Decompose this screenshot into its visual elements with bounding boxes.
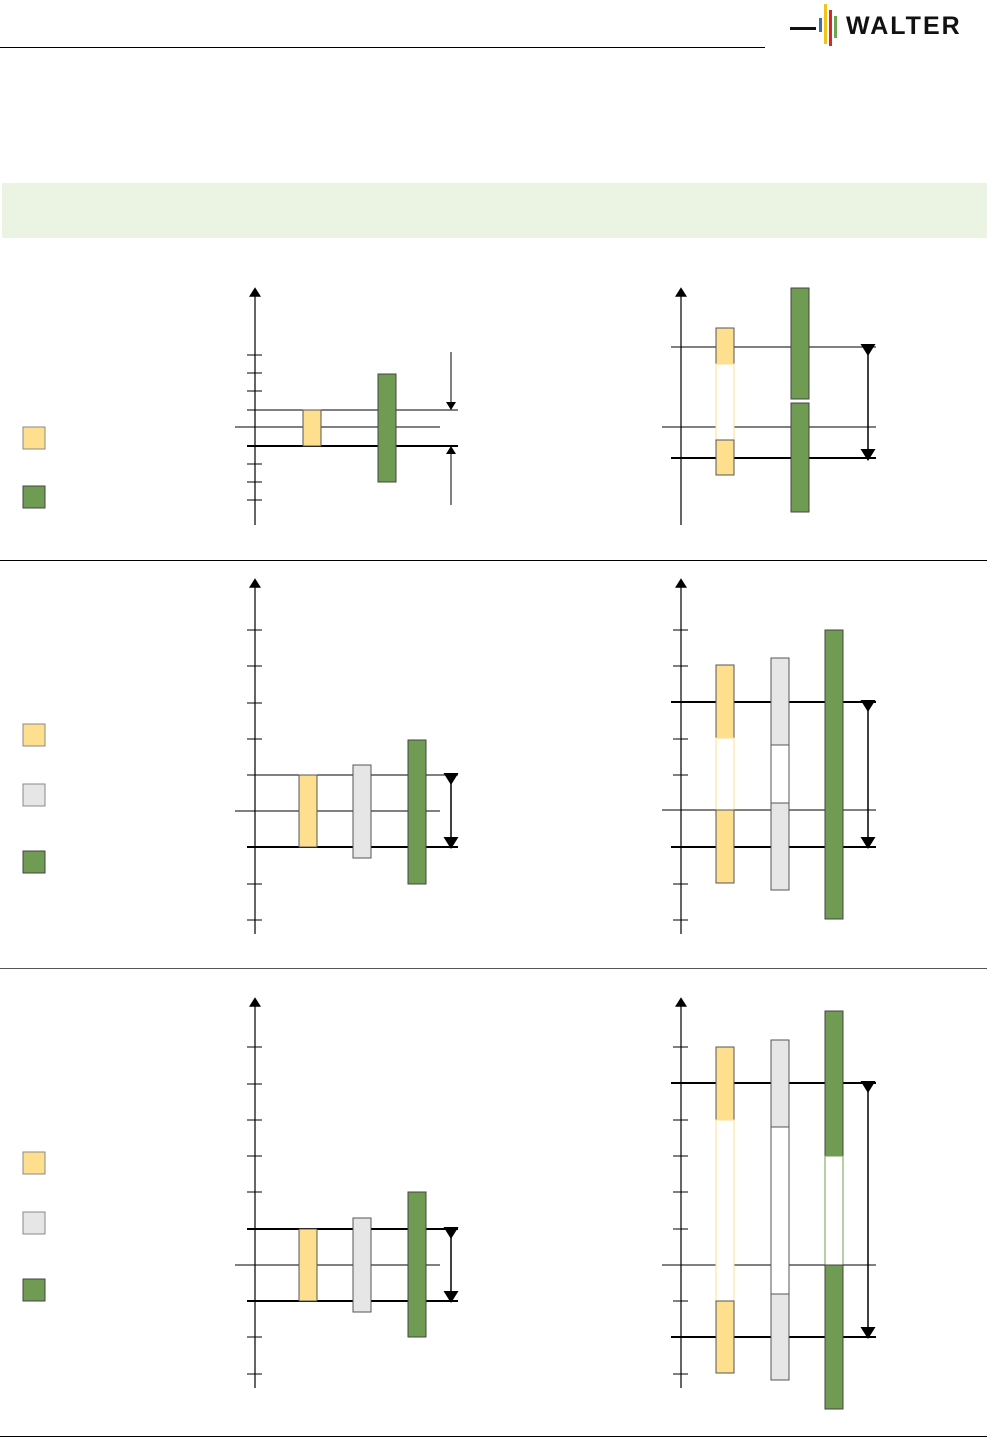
legend-swatch-green-2 [22, 850, 46, 874]
section-separator-2 [0, 968, 987, 969]
header-rule [0, 47, 765, 48]
section-separator-1 [0, 560, 987, 561]
legend-swatch-gray-3 [22, 1211, 46, 1235]
bar-green [377, 373, 397, 483]
walter-logo-text: WALTER [846, 12, 962, 40]
legend-swatch-yellow-1 [22, 426, 46, 450]
legend-swatch-gray-2 [22, 783, 46, 807]
legend-swatch-yellow-3 [22, 1151, 46, 1175]
diagram-1-left [235, 287, 458, 525]
diagram-2-left [235, 578, 459, 934]
diagram-3-left [235, 997, 459, 1388]
section-separator-3 [0, 1436, 987, 1437]
diagram-1-right [662, 287, 876, 525]
section-banner [2, 183, 987, 238]
legend-swatch-green-1 [22, 485, 46, 509]
legend-swatch-green-3 [22, 1278, 46, 1302]
diagram-2-right [662, 578, 876, 934]
legend-swatch-yellow-2 [22, 723, 46, 747]
walter-logo [788, 0, 987, 48]
bar-yellow [302, 409, 322, 447]
diagram-3-right [662, 997, 876, 1410]
